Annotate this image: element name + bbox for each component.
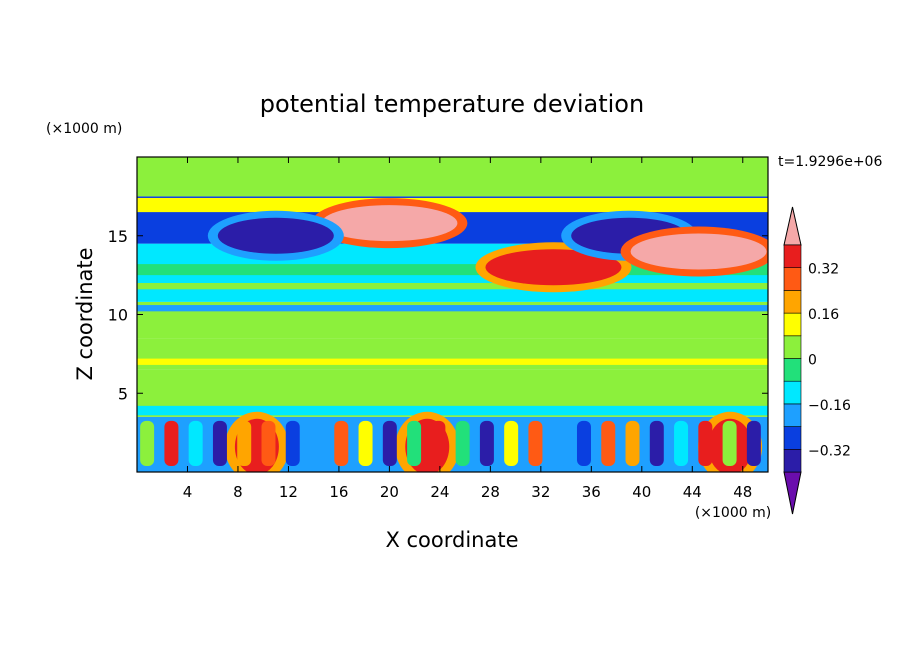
x-axis-label: X coordinate (385, 528, 518, 552)
x-tick-label: 24 (430, 483, 449, 501)
x-tick-label: 36 (582, 483, 601, 501)
colorbar-swatch (783, 426, 802, 450)
surface-cell (358, 420, 373, 466)
colorbar-bottom-arrow (783, 471, 802, 515)
colorbar-swatch (783, 448, 802, 473)
x-tick-label: 20 (380, 483, 399, 501)
surface-cell (310, 420, 325, 466)
surface-cell (382, 420, 397, 466)
surface-cell (237, 420, 252, 466)
surface-cell (188, 420, 203, 466)
warm-cell-1 (485, 249, 622, 286)
y-tick-label: 10 (108, 306, 128, 325)
colorbar-label: 0.16 (808, 307, 839, 323)
surface-cell (261, 420, 276, 466)
colorbar-swatch (783, 244, 802, 269)
surface-cell (722, 420, 737, 466)
warm-cell-4 (630, 233, 767, 270)
colorbar: 0.32 0.16 0 −0.16 −0.32 (783, 206, 851, 515)
x-unit-label: (×1000 m) (695, 505, 771, 521)
colorbar-label: 0.32 (808, 262, 839, 278)
surface-cell (407, 420, 422, 466)
y-tick-label: 5 (118, 384, 128, 403)
colorbar-label: −0.16 (808, 398, 851, 414)
surface-cell (504, 420, 519, 466)
y-axis-label: Z coordinate (73, 247, 97, 380)
surface-cell (164, 420, 179, 466)
colorbar-swatch (783, 290, 802, 314)
surface-cell (576, 420, 591, 466)
surface-cell (625, 420, 640, 466)
time-label: t=1.9296e+06 (778, 154, 882, 170)
surface-cell (552, 420, 567, 466)
surface-cell (479, 420, 494, 466)
colorbar-label: 0 (808, 353, 817, 369)
colorbar-top-arrow (783, 206, 802, 246)
sub-layer-0 (137, 197, 768, 213)
colorbar-swatch (783, 267, 802, 291)
x-tick-label: 28 (481, 483, 500, 501)
x-tick-label: 48 (733, 483, 752, 501)
surface-cell (212, 420, 227, 466)
sub-layer-3 (137, 305, 768, 312)
chart-title: potential temperature deviation (260, 90, 644, 118)
x-tick-label: 4 (183, 483, 193, 501)
x-tick-label: 40 (632, 483, 651, 501)
warm-cell-0 (321, 205, 458, 242)
surface-cell (140, 420, 155, 466)
contour-field (137, 157, 768, 472)
surface-cell (285, 420, 300, 466)
sub-layer-5 (137, 358, 768, 365)
x-tick-label: 8 (233, 483, 243, 501)
colorbar-swatch (783, 358, 802, 382)
sub-layer-4 (137, 327, 768, 334)
sub-layer-1 (137, 264, 768, 276)
surface-cell (674, 420, 689, 466)
colorbar-swatch (783, 403, 802, 427)
cold-cell-2 (217, 217, 334, 254)
colorbar-swatch (783, 312, 802, 337)
x-tick-label: 12 (279, 483, 298, 501)
surface-cell (746, 420, 761, 466)
surface-cell (601, 420, 616, 466)
sub-layer-2 (137, 283, 768, 290)
band-6 (137, 157, 768, 197)
x-tick-label: 44 (683, 483, 702, 501)
surface-cell (431, 420, 446, 466)
surface-cell (455, 420, 470, 466)
y-tick-label: 15 (108, 227, 128, 246)
y-unit-label: (×1000 m) (46, 121, 122, 137)
x-axis: 4 8 12 16 20 24 28 32 36 40 44 48 (183, 157, 752, 501)
x-tick-label: 16 (329, 483, 348, 501)
colorbar-swatch (783, 380, 802, 405)
colorbar-swatch (783, 335, 802, 359)
surface-cell (649, 420, 664, 466)
colorbar-label: −0.32 (808, 443, 851, 459)
y-axis: 5 10 15 (108, 227, 768, 403)
surface-cell (528, 420, 543, 466)
x-tick-label: 32 (531, 483, 550, 501)
sub-layer-6 (137, 405, 768, 416)
surface-cell (698, 420, 713, 466)
surface-cell (334, 420, 349, 466)
